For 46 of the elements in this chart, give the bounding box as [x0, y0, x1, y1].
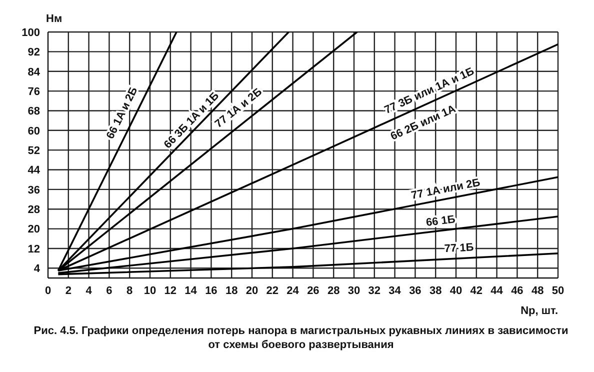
y-tick-label: 12: [28, 243, 40, 256]
x-axis-title: Nр, шт.: [520, 305, 558, 317]
x-tick-label: 30: [348, 284, 360, 297]
x-tick-label: 22: [266, 284, 279, 297]
x-tick-label: 20: [246, 284, 258, 297]
y-tick-label: 92: [28, 46, 40, 59]
x-tick-label: 32: [368, 284, 381, 297]
x-tick-label: 46: [511, 284, 524, 297]
x-tick-label: 2: [65, 284, 72, 297]
x-tick-label: 6: [106, 284, 112, 297]
x-tick-label: 16: [205, 284, 218, 297]
x-tick-label: 0: [44, 284, 52, 297]
x-tick-label: 44: [490, 284, 504, 297]
series-label: 77 1Б: [444, 242, 474, 256]
y-tick-label: 36: [28, 184, 40, 196]
text: 77 1А или 2Б: [410, 176, 482, 202]
x-tick-label: 14: [184, 284, 198, 297]
y-tick-label: 84: [28, 66, 41, 78]
x-tick-label: 12: [164, 284, 177, 297]
x-tick-label: 8: [126, 284, 133, 297]
x-tick-label: 48: [531, 284, 544, 297]
y-tick-label: 44: [28, 164, 41, 177]
x-tick-label: 34: [388, 284, 402, 297]
y-tick-label: 52: [28, 144, 40, 157]
x-tick-label: 26: [307, 284, 320, 297]
y-tick-label: 4: [34, 263, 41, 276]
x-tick-label: 36: [409, 284, 422, 297]
text: 66 1Б: [425, 214, 456, 230]
x-tick-label: 10: [144, 284, 156, 297]
y-tick-label: 20: [28, 224, 40, 236]
x-tick-label: 38: [429, 284, 442, 297]
x-tick-label: 4: [86, 284, 93, 297]
y-tick-label: 28: [28, 204, 40, 216]
y-tick-label: 100: [22, 26, 40, 39]
text: Рис. 4.5. Графики определения потерь напора в магистральных рукавных линиях в зависимости от схемы боевого развертывания: [32, 324, 570, 352]
y-tick-label: 68: [28, 106, 40, 118]
y-tick-label: 60: [28, 125, 40, 138]
x-tick-label: 40: [450, 284, 462, 297]
y-axis-title: Нм: [46, 13, 62, 25]
x-tick-label: 24: [286, 284, 300, 297]
x-tick-label: 50: [552, 284, 564, 297]
y-tick-label: 76: [28, 86, 40, 98]
x-tick-label: 18: [225, 284, 238, 297]
x-tick-label: 28: [327, 284, 340, 297]
text: 66 1А и 2Б: [104, 85, 140, 142]
x-tick-label: 42: [470, 284, 483, 297]
